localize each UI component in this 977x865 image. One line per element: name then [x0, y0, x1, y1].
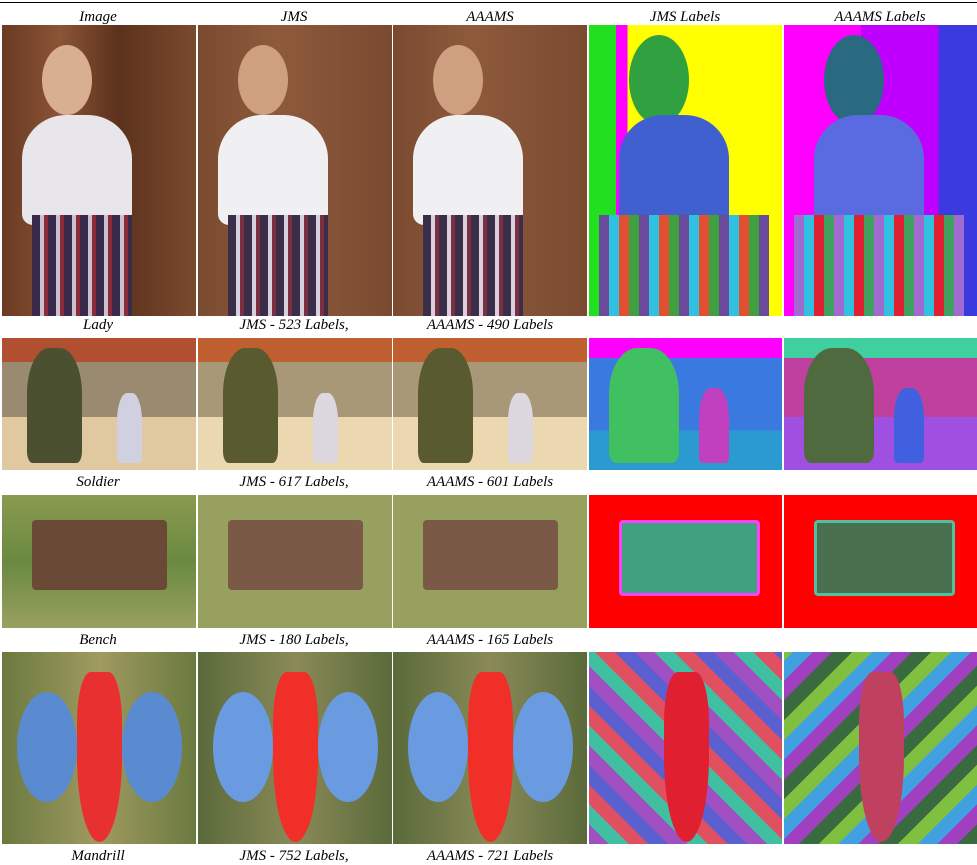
caption: AAAMS - 601 Labels: [426, 474, 554, 490]
image: [198, 25, 392, 316]
image: [198, 495, 392, 628]
image: [393, 495, 587, 628]
image: [198, 338, 392, 470]
image: [784, 652, 977, 844]
image: [784, 495, 977, 628]
caption: Lady: [83, 317, 113, 333]
image: [589, 338, 782, 470]
caption: JMS - 523 Labels,: [239, 317, 349, 333]
image: [393, 652, 587, 844]
image: [2, 495, 196, 628]
caption: JMS - 752 Labels,: [239, 848, 349, 864]
image: [393, 25, 587, 316]
caption: JMS - 180 Labels,: [239, 632, 349, 648]
column-header: AAAMS: [466, 9, 514, 25]
caption: Soldier: [76, 474, 120, 490]
column-header: JMS Labels: [649, 9, 721, 25]
image: [393, 338, 587, 470]
image: [2, 652, 196, 844]
image: [784, 25, 977, 316]
column-header: AAAMS Labels: [834, 9, 926, 25]
caption: AAAMS - 490 Labels: [426, 317, 554, 333]
image: [784, 338, 977, 470]
caption: AAAMS - 721 Labels: [426, 848, 554, 864]
caption: Mandrill: [71, 848, 125, 864]
column-header: JMS: [280, 9, 308, 25]
column-header: Image: [79, 9, 117, 25]
caption: Bench: [79, 632, 117, 648]
image: [589, 25, 782, 316]
image: [198, 652, 392, 844]
image: [2, 338, 196, 470]
image: [589, 495, 782, 628]
top-rule: [0, 2, 977, 3]
caption: AAAMS - 165 Labels: [426, 632, 554, 648]
image: [589, 652, 782, 844]
caption: JMS - 617 Labels,: [239, 474, 349, 490]
image: [2, 25, 196, 316]
